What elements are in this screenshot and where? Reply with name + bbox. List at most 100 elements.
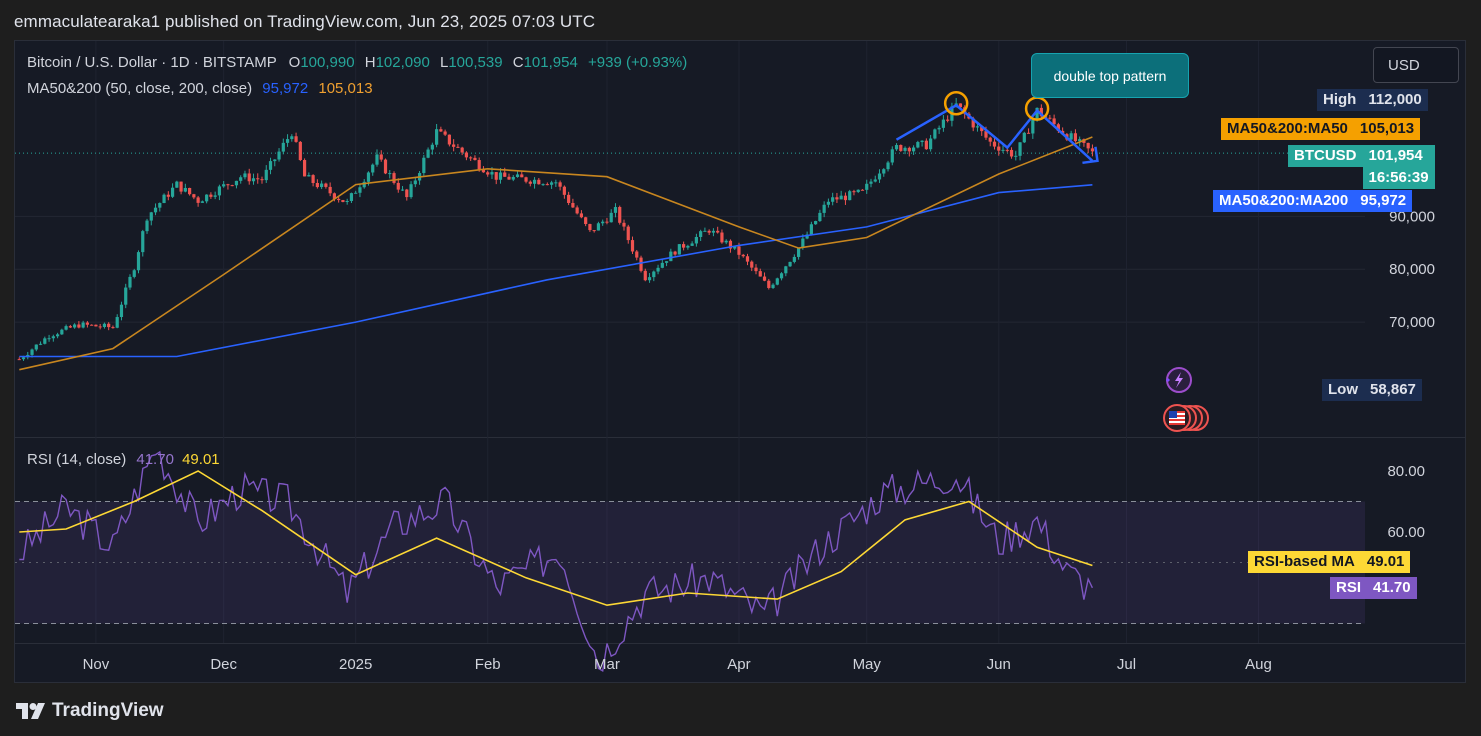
candle-body (503, 172, 507, 177)
candle-body (1001, 149, 1005, 151)
candle-body (43, 338, 47, 344)
time-tick-label: 2025 (339, 656, 372, 673)
candle-body (392, 173, 396, 183)
candle-body (494, 172, 498, 180)
rsi-band (15, 501, 1365, 624)
candle-body (788, 261, 792, 267)
close-label: C (512, 54, 524, 71)
candle-body (188, 187, 192, 195)
candle-body (924, 140, 928, 150)
candle-body (605, 221, 609, 223)
candle-body (677, 244, 681, 255)
candle-body (716, 230, 720, 233)
rsi-legend[interactable]: RSI (14, close) 41.70 49.01 (27, 451, 220, 468)
ma200-tag-value: 95,972 (1354, 190, 1413, 212)
candle-body (894, 145, 899, 150)
candle-body (209, 194, 213, 197)
candle-body (579, 213, 584, 218)
pattern-arrow (1082, 146, 1099, 165)
candle-body (558, 182, 562, 187)
candle-body (486, 172, 490, 175)
btcusd-tag: BTCUSD 101,954 16:56:39 (1288, 145, 1435, 189)
candle-body (285, 139, 290, 143)
price-pane[interactable] (15, 41, 1365, 437)
candle-body (869, 181, 873, 184)
callout-text: double top pattern (1053, 67, 1167, 84)
rsi-legend-label: RSI (14, close) (27, 451, 127, 468)
candle-body (916, 142, 920, 148)
candle-body (771, 284, 775, 288)
candle-body (430, 144, 434, 150)
candle-body (958, 103, 963, 108)
rsi-tag-label: RSI (1330, 577, 1368, 599)
candle-body (490, 172, 494, 175)
candle-body (792, 256, 796, 262)
candle-body (328, 186, 332, 194)
candle-body (452, 144, 456, 147)
low-value: 100,539 (448, 54, 503, 71)
us-flag-event-icon[interactable] (1160, 403, 1212, 433)
brand-name: TradingView (52, 700, 164, 721)
ma-legend-value-1: 95,972 (262, 80, 309, 97)
candle-body (60, 329, 64, 335)
tradingview-logo[interactable]: TradingView (16, 700, 164, 722)
candle-body (1014, 155, 1018, 157)
candle-body (975, 126, 980, 128)
candle-body (754, 267, 758, 272)
candle-body (30, 349, 34, 355)
lightning-event-icon[interactable] (1163, 366, 1192, 394)
candle-body (890, 149, 894, 163)
price-tick-label: 90,000 (1389, 208, 1435, 225)
candle-body (196, 197, 200, 203)
candle-body (584, 217, 588, 225)
candle-body (396, 182, 400, 190)
candle-body (682, 244, 686, 248)
rsi-pane[interactable] (15, 438, 1365, 643)
candle-body (85, 322, 89, 325)
candle-body (115, 317, 119, 328)
time-tick-label: Aug (1245, 656, 1272, 673)
candle-body (149, 212, 153, 221)
candle-body (1090, 148, 1095, 152)
candle-body (622, 222, 626, 227)
candle-body (554, 182, 558, 184)
candle-body (273, 159, 277, 162)
candle-body (524, 177, 528, 182)
tradingview-icon (16, 703, 45, 719)
candle-body (809, 224, 813, 235)
candle-body (302, 160, 307, 177)
candle-body (413, 180, 417, 185)
candle-body (877, 173, 882, 180)
candle-body (601, 221, 605, 224)
candle-body (251, 178, 256, 182)
candle-body (315, 182, 319, 188)
candle-body (843, 195, 848, 201)
candle-body (907, 147, 911, 152)
candle-body (294, 136, 298, 142)
pattern-top-marker (943, 91, 969, 116)
candle-body (814, 221, 818, 225)
candle-body (549, 182, 554, 185)
candle-body (311, 175, 315, 183)
symbol-title: Bitcoin / U.S. Dollar · 1D · BITSTAMP (27, 54, 277, 71)
ma-legend[interactable]: MA50&200 (50, close, 200, close) 95,972 … (27, 80, 373, 97)
candle-body (422, 157, 426, 174)
candle-body (831, 197, 835, 202)
candle-body (375, 154, 379, 165)
candle-body (588, 224, 592, 231)
change-value: +939 (+0.93%) (588, 54, 688, 71)
symbol-legend[interactable]: Bitcoin / U.S. Dollar · 1D · BITSTAMP O1… (27, 54, 687, 71)
candle-body (750, 261, 754, 268)
ma-legend-value-2: 105,013 (318, 80, 373, 97)
candle-body (226, 184, 230, 186)
double-top-callout[interactable]: double top pattern (1031, 53, 1189, 98)
rsi-legend-value: 41.70 (136, 451, 174, 468)
candle-body (456, 146, 460, 148)
candle-body (21, 357, 26, 360)
candle-body (745, 256, 750, 262)
candle-body (984, 131, 988, 138)
candle-body (839, 195, 843, 200)
currency-button[interactable]: USD (1373, 47, 1459, 83)
candle-body (498, 172, 503, 180)
